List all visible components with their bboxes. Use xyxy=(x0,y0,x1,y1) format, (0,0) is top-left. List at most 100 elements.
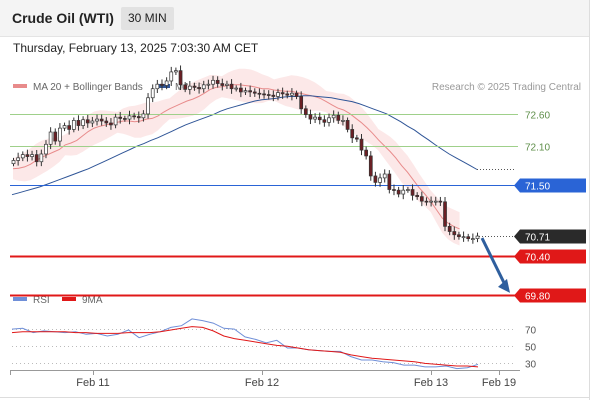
candle-body xyxy=(127,115,132,120)
candle xyxy=(280,87,285,99)
candle-body xyxy=(113,116,118,126)
bollinger-band xyxy=(13,68,460,246)
candle xyxy=(187,81,192,95)
candle-body xyxy=(475,235,480,239)
candle xyxy=(406,186,410,193)
candle-body xyxy=(11,160,16,165)
candle-body xyxy=(132,115,136,118)
rsi-ma-line xyxy=(11,326,479,368)
candle xyxy=(174,67,178,75)
candle xyxy=(299,91,304,114)
candle xyxy=(85,114,90,128)
chart-header: Crude Oil (WTI) 30 MIN xyxy=(0,0,590,36)
candle-body xyxy=(387,173,392,190)
candle-body xyxy=(164,80,169,86)
level-tag-70-40 xyxy=(514,249,586,264)
candle xyxy=(350,124,355,143)
candle xyxy=(359,134,364,156)
candle xyxy=(160,79,164,91)
candle xyxy=(178,65,183,91)
candle-body xyxy=(447,226,452,232)
candle xyxy=(118,112,123,124)
candle-body xyxy=(368,155,373,177)
candle xyxy=(457,231,461,240)
candle-body xyxy=(201,84,206,90)
candle xyxy=(419,191,424,207)
candle-body xyxy=(215,79,220,84)
candle xyxy=(239,82,243,98)
candle-body xyxy=(81,119,85,126)
candle xyxy=(141,110,146,122)
candle xyxy=(123,115,127,122)
candle xyxy=(317,112,322,125)
candle xyxy=(368,151,373,181)
candle xyxy=(294,90,299,100)
x-axis: Feb 11 Feb 12 Feb 13 Feb 19 xyxy=(76,370,516,389)
level-label-72-60: 72.60 xyxy=(525,111,550,122)
candle-body xyxy=(257,92,262,95)
candle xyxy=(109,118,113,130)
candle xyxy=(62,122,67,132)
candle xyxy=(373,171,378,187)
candle xyxy=(81,116,85,130)
candle xyxy=(95,114,99,126)
candle xyxy=(345,117,350,133)
candle xyxy=(169,66,174,87)
candle xyxy=(243,87,248,95)
candle-body xyxy=(234,87,239,90)
candle-body xyxy=(160,83,164,86)
projection-arrow-head xyxy=(498,278,510,293)
candle xyxy=(220,78,225,91)
candle xyxy=(132,112,136,120)
candle-body xyxy=(285,93,290,96)
candle-body xyxy=(327,117,331,123)
candle-body xyxy=(382,173,387,179)
rsi-plot: 70 50 30 xyxy=(11,318,537,371)
candle-body xyxy=(466,236,471,239)
candle-body xyxy=(294,92,299,97)
x-tick-label: Feb 11 xyxy=(76,377,109,389)
candle-body xyxy=(71,120,76,130)
candle-body xyxy=(262,93,266,96)
timestamp: Thursday, February 13, 2025 7:03:30 AM C… xyxy=(13,41,259,55)
candle xyxy=(452,226,457,240)
x-tick-label: Feb 12 xyxy=(245,377,279,389)
candle xyxy=(76,115,81,131)
rsi-ma-swatch xyxy=(62,297,76,301)
candle-body xyxy=(248,90,252,93)
candle-body xyxy=(308,114,313,120)
candle-body xyxy=(452,231,457,236)
candle xyxy=(303,105,308,118)
candle-body xyxy=(378,177,382,183)
candle xyxy=(99,114,104,126)
candle-body xyxy=(336,114,341,121)
candle-body xyxy=(146,97,150,115)
candle xyxy=(146,93,150,119)
candle xyxy=(252,88,257,97)
candle xyxy=(248,85,252,98)
candle-body xyxy=(118,116,123,119)
rsi-tick-label-30: 30 xyxy=(525,360,537,371)
candle-body xyxy=(243,90,248,93)
candle-body xyxy=(34,154,39,163)
candle-body xyxy=(406,189,410,191)
rsi-line xyxy=(11,318,479,370)
candle xyxy=(475,232,480,243)
candle xyxy=(438,196,443,207)
candle xyxy=(415,192,420,200)
candle-body xyxy=(392,189,396,191)
candle-body xyxy=(239,87,243,93)
candle-body xyxy=(85,119,90,124)
candle xyxy=(378,173,382,187)
candle-body xyxy=(44,143,48,155)
candle-body xyxy=(39,153,44,163)
timeframe-badge[interactable]: 30 MIN xyxy=(121,7,174,30)
candle-body xyxy=(457,234,461,238)
candle-body xyxy=(299,96,304,110)
candle-body xyxy=(211,79,215,85)
projection-arrow-shaft xyxy=(480,237,508,288)
candle-body xyxy=(225,83,229,86)
level-label-70-40: 70.40 xyxy=(525,253,550,264)
candle xyxy=(285,90,290,99)
